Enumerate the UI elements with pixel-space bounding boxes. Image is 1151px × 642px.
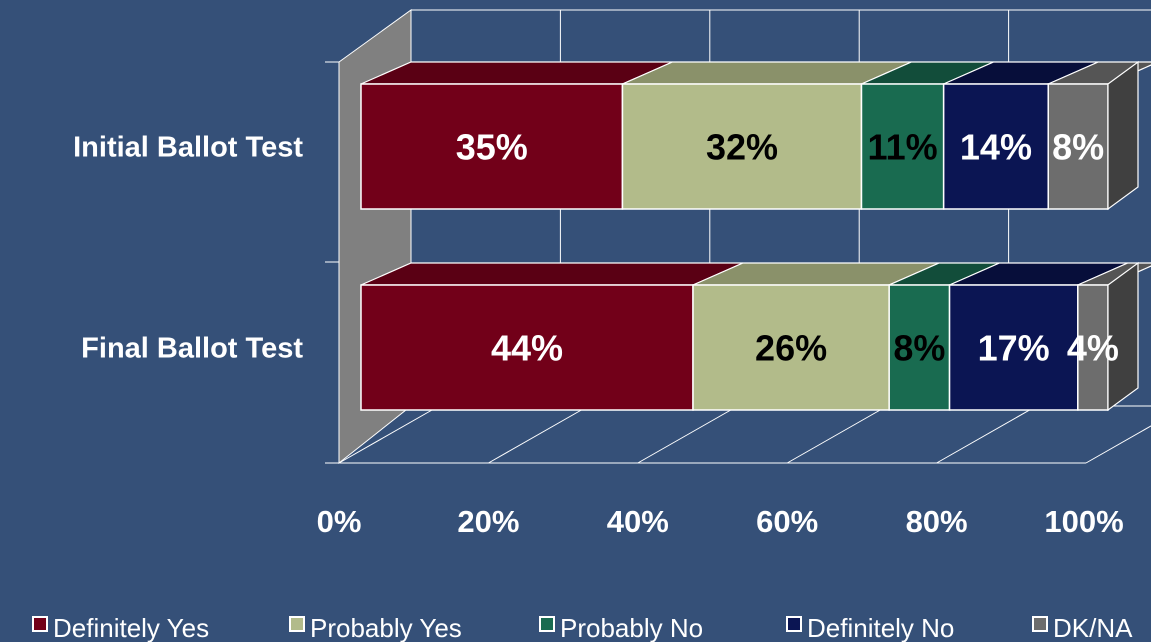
x-tick-label: 0% bbox=[317, 504, 362, 539]
data-label: 4% bbox=[1067, 328, 1119, 369]
bar-probably-no-1 bbox=[888, 284, 951, 411]
bar-top-initial-ballot-test-0 bbox=[360, 61, 673, 85]
data-label: 26% bbox=[755, 328, 827, 369]
bar-top-final-ballot-test-0 bbox=[360, 262, 744, 286]
legend-swatch-dk-na bbox=[1032, 616, 1048, 632]
bar-definitely-no-1 bbox=[948, 284, 1079, 411]
bar-dk-na-1 bbox=[1077, 284, 1109, 411]
bar-probably-yes-1 bbox=[692, 284, 890, 411]
data-label: 14% bbox=[960, 127, 1032, 168]
chart-bars: 35% 32% 11% 14% 8% 44% 26% 8% 17% 4% bbox=[360, 60, 1151, 412]
legend-swatch-definitely-yes bbox=[32, 616, 48, 632]
bar-side-1 bbox=[1107, 261, 1139, 412]
data-label: 44% bbox=[491, 328, 563, 369]
bar-probably-no-0 bbox=[860, 83, 945, 210]
legend-swatch-probably-no bbox=[539, 616, 555, 632]
data-label: 35% bbox=[456, 127, 528, 168]
floor-gridline bbox=[488, 405, 589, 464]
data-label: 17% bbox=[978, 328, 1050, 369]
floor-gridline bbox=[936, 405, 1037, 464]
x-axis-ticks: 0% 20% 40% 60% 80% 100% bbox=[317, 504, 1124, 539]
legend-label: Probably Yes bbox=[310, 613, 462, 642]
legend-swatch-probably-yes bbox=[289, 616, 305, 632]
legend-swatch-definitely-no bbox=[786, 616, 802, 632]
x-tick-label: 100% bbox=[1044, 504, 1123, 539]
floor-gridline bbox=[637, 405, 739, 464]
x-tick-label: 80% bbox=[906, 504, 968, 539]
category-label: Initial Ballot Test bbox=[73, 132, 303, 164]
legend-label: Definitely No bbox=[807, 613, 954, 642]
bar-definitely-no-0 bbox=[942, 83, 1049, 210]
floor-gridline bbox=[338, 405, 440, 464]
category-label: Final Ballot Test bbox=[81, 333, 303, 365]
floor-gridline bbox=[1085, 425, 1151, 464]
bar-definitely-yes-0 bbox=[360, 83, 624, 210]
bar-probably-yes-0 bbox=[621, 83, 863, 210]
floor-gridline bbox=[786, 405, 888, 464]
legend-label: Probably No bbox=[560, 613, 703, 642]
data-label: 8% bbox=[1052, 127, 1104, 168]
x-tick-label: 60% bbox=[756, 504, 818, 539]
data-label: 11% bbox=[868, 127, 938, 168]
x-tick-label: 20% bbox=[457, 504, 519, 539]
data-label: 8% bbox=[893, 328, 945, 369]
chart-legend: Definitely Yes Probably Yes Probably No Def… bbox=[32, 613, 1133, 642]
bar-side-0 bbox=[1107, 60, 1139, 211]
bar-definitely-yes-1 bbox=[360, 284, 694, 411]
legend-label: DK/NA bbox=[1053, 613, 1133, 642]
legend-label: Definitely Yes bbox=[53, 613, 209, 642]
category-labels: Initial Ballot Test Final Ballot Test bbox=[73, 132, 303, 365]
bar-dk-na-0 bbox=[1047, 83, 1109, 210]
data-label: 32% bbox=[706, 127, 778, 168]
x-tick-label: 40% bbox=[607, 504, 669, 539]
